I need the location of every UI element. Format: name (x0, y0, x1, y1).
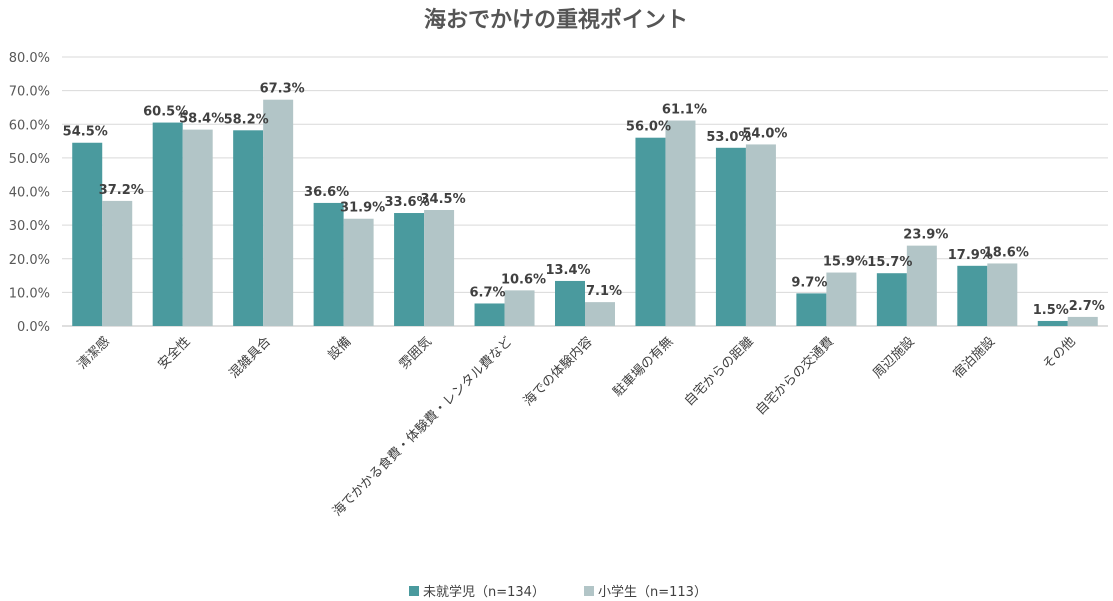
x-tick-label: 海でかかる食費・体験費・レンタル費など (329, 334, 515, 520)
y-axis: 0.0% 10.0% 20.0% 30.0% 40.0% 50.0% 60.0% 70.0% 8… (9, 51, 50, 335)
bar-preschool (233, 130, 264, 326)
bar-preschool (72, 142, 103, 326)
bar-preschool (152, 122, 183, 326)
y-tick-label: 10.0% (9, 286, 50, 301)
bar-elementary (1067, 316, 1098, 326)
bar-elementary (263, 99, 294, 326)
bar-preschool (1037, 320, 1068, 326)
x-tick-label: 混雑具合 (226, 334, 274, 382)
y-tick-label: 30.0% (9, 219, 50, 234)
bar-elementary (826, 272, 857, 326)
bar-preschool (394, 213, 425, 326)
x-tick-label: 自宅からの距離 (682, 334, 757, 409)
data-label-elementary: 61.1% (662, 103, 707, 118)
bar-elementary (745, 144, 776, 326)
x-tick-label: 設備 (325, 334, 355, 364)
legend-label-elementary: 小学生（n=113） (598, 584, 707, 600)
y-tick-label: 20.0% (9, 253, 50, 268)
data-label-preschool: 9.7% (791, 275, 827, 290)
data-label-elementary: 10.6% (501, 272, 546, 287)
x-tick-label: 海での体験内容 (520, 334, 596, 410)
data-label-preschool: 54.5% (63, 125, 108, 140)
data-label-preschool: 36.6% (304, 185, 349, 200)
data-label-elementary: 31.9% (340, 201, 385, 216)
x-tick-label: 宿泊施設 (950, 334, 998, 382)
bar-preschool (555, 280, 585, 326)
data-label-preschool: 17.9% (948, 248, 993, 263)
data-label-preschool: 60.5% (143, 105, 188, 120)
data-label-elementary: 58.4% (179, 112, 224, 127)
bar-preschool (876, 273, 907, 326)
bar-elementary (504, 290, 535, 326)
data-label-elementary: 67.3% (260, 82, 305, 97)
data-label-preschool: 56.0% (626, 120, 671, 135)
legend-swatch-preschool (409, 586, 419, 596)
data-label-preschool: 33.6% (385, 195, 430, 210)
y-tick-label: 60.0% (9, 118, 50, 133)
data-label-elementary: 7.1% (586, 284, 622, 299)
data-label-preschool: 6.7% (470, 285, 506, 300)
data-label-preschool: 1.5% (1033, 303, 1069, 318)
x-tick-label: その他 (1040, 334, 1078, 372)
data-labels: 54.5% 37.2% 60.5%58.4% 58.2% 67.3% 36.6%31.9%… (63, 82, 1105, 318)
data-label-elementary: 15.9% (823, 255, 868, 270)
bar-elementary (424, 209, 455, 326)
data-label-elementary: 37.2% (99, 183, 144, 198)
bar-elementary (182, 129, 213, 326)
y-tick-label: 70.0% (9, 85, 50, 100)
data-label-preschool: 58.2% (224, 112, 269, 127)
x-tick-label: 清潔感 (74, 334, 113, 373)
bar-preschool (957, 265, 988, 326)
x-tick-label: 雰囲気 (396, 334, 435, 373)
data-label-elementary: 2.7% (1069, 299, 1105, 314)
bar-preschool (635, 137, 666, 326)
y-tick-label: 0.0% (17, 320, 50, 335)
chart-title: 海おでかけの重視ポイント (424, 7, 688, 33)
data-label-elementary: 18.6% (984, 245, 1029, 260)
bars (72, 99, 1098, 327)
x-tick-label: 安全性 (155, 334, 194, 373)
y-tick-label: 80.0% (9, 51, 50, 66)
bar-elementary (343, 218, 374, 326)
bar-preschool (715, 147, 746, 326)
data-label-preschool: 53.0% (706, 130, 751, 145)
legend: 未就学児（n=134） 小学生（n=113） (409, 584, 707, 600)
bar-preschool (796, 293, 827, 326)
x-tick-label: 周辺施設 (870, 334, 918, 382)
legend-swatch-elementary (584, 586, 594, 596)
x-tick-label: 駐車場の有無 (611, 334, 677, 400)
data-label-preschool: 13.4% (545, 263, 590, 278)
bar-preschool (474, 303, 505, 326)
y-tick-label: 40.0% (9, 186, 50, 201)
data-label-elementary: 23.9% (903, 228, 948, 243)
bar-elementary (906, 245, 937, 326)
bar-elementary (585, 302, 615, 326)
bar-elementary (102, 200, 133, 326)
x-tick-label: 自宅からの交通費 (752, 334, 837, 419)
data-label-preschool: 15.7% (867, 255, 912, 270)
data-label-elementary: 54.0% (742, 126, 787, 141)
legend-label-preschool: 未就学児（n=134） (423, 584, 545, 600)
y-tick-label: 50.0% (9, 152, 50, 167)
bar-preschool (313, 202, 344, 326)
bar-elementary (665, 120, 696, 327)
data-label-elementary: 34.5% (421, 192, 466, 207)
bar-elementary (987, 263, 1018, 326)
